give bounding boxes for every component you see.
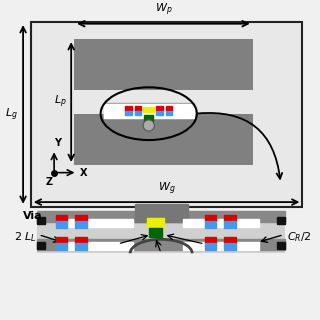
Text: $W_p$: $W_p$ [155, 2, 172, 18]
Bar [75, 244, 87, 250]
Bar [204, 214, 216, 221]
Bar [104, 112, 194, 118]
Bar [31, 22, 302, 207]
Bar [57, 243, 133, 250]
Bar [224, 236, 236, 244]
Bar [224, 221, 236, 228]
Bar [37, 239, 285, 250]
Bar [37, 243, 45, 249]
Text: $W_g$: $W_g$ [158, 180, 175, 196]
Bar [104, 103, 194, 118]
Bar [135, 106, 141, 111]
Bar [74, 39, 253, 91]
Bar [74, 114, 253, 165]
Bar [125, 106, 132, 111]
Text: $L_g$: $L_g$ [5, 106, 18, 123]
Bar [57, 219, 133, 227]
Bar [144, 115, 153, 121]
Bar [37, 212, 285, 222]
Bar [125, 111, 132, 115]
Bar [104, 105, 194, 111]
Bar [149, 228, 162, 237]
Bar [183, 219, 259, 227]
Bar [147, 218, 164, 226]
Bar [166, 111, 172, 115]
Bar [143, 107, 154, 112]
Bar [75, 236, 87, 244]
Bar [204, 244, 216, 250]
Bar [183, 243, 259, 250]
Text: Y: Y [54, 138, 61, 148]
Bar [204, 221, 216, 228]
Bar [224, 214, 236, 221]
Bar [135, 204, 188, 222]
Bar [224, 244, 236, 250]
Text: Via: Via [23, 211, 43, 221]
Bar [166, 106, 172, 111]
Bar [104, 104, 194, 110]
Bar [56, 214, 68, 221]
Bar [156, 111, 163, 115]
Bar [204, 236, 216, 244]
Bar [277, 217, 285, 224]
Bar [75, 214, 87, 221]
Bar [37, 217, 45, 224]
Text: X: X [80, 168, 87, 178]
Text: Z: Z [46, 177, 53, 187]
Bar [75, 221, 87, 228]
Bar [135, 111, 141, 115]
Bar [37, 212, 285, 253]
Bar [277, 243, 285, 249]
Text: $C_R/2$: $C_R/2$ [287, 230, 312, 244]
Bar [104, 112, 194, 117]
Text: $2\ L_L$: $2\ L_L$ [14, 230, 36, 244]
Bar [56, 236, 68, 244]
Bar [156, 106, 163, 111]
Text: $L_p$: $L_p$ [54, 94, 67, 110]
Circle shape [143, 120, 154, 131]
Bar [56, 221, 68, 228]
Bar [56, 244, 68, 250]
